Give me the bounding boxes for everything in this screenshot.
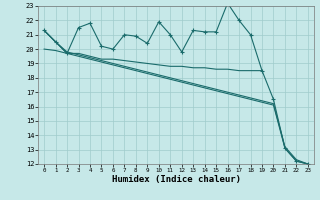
- X-axis label: Humidex (Indice chaleur): Humidex (Indice chaleur): [111, 175, 241, 184]
